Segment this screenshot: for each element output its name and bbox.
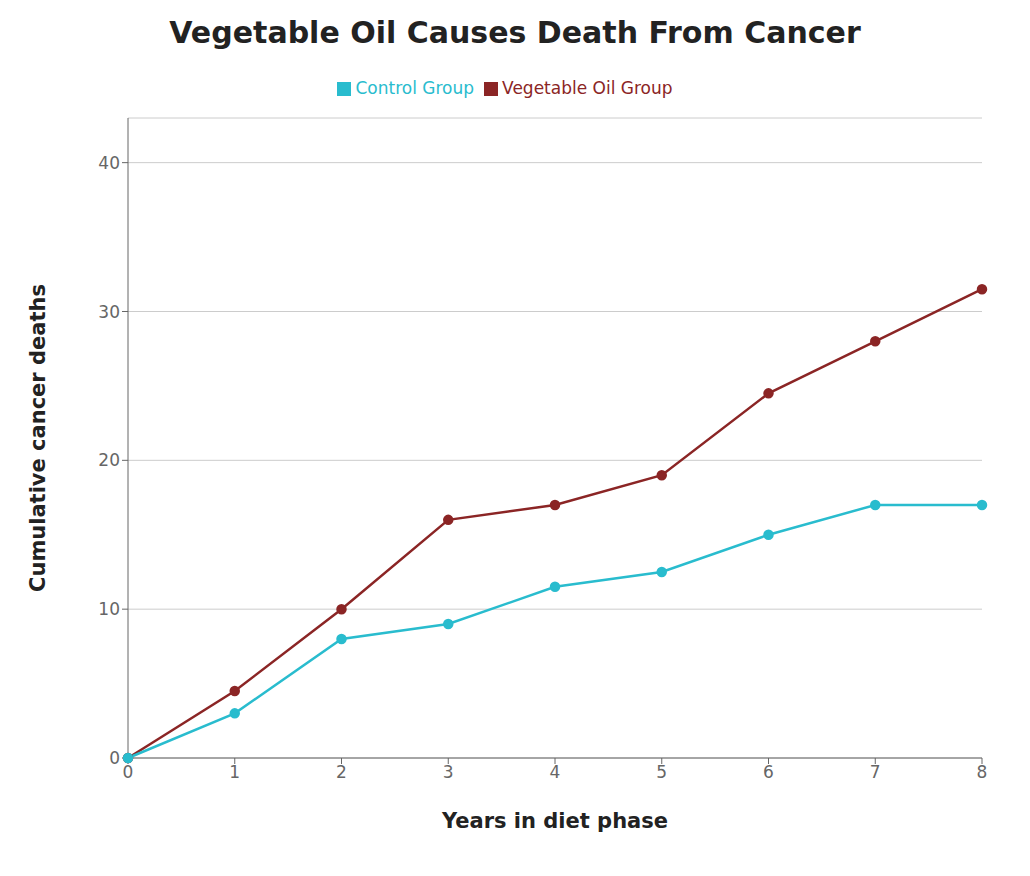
svg-text:5: 5: [656, 762, 667, 782]
svg-text:20: 20: [98, 450, 120, 470]
html-text:Vegetable Oil Group: Vegetable Oil Group: [502, 78, 673, 98]
svg-text:40: 40: [98, 153, 120, 173]
svg-text:4: 4: [550, 762, 561, 782]
svg-text:Cumulative cancer deaths: Cumulative cancer deaths: [26, 284, 50, 592]
svg-text:6: 6: [763, 762, 774, 782]
svg-text:8: 8: [977, 762, 988, 782]
svg-text:7: 7: [870, 762, 881, 782]
svg-text:30: 30: [98, 302, 120, 322]
svg-text:Years in diet phase: Years in diet phase: [441, 809, 668, 833]
html-text:Control Group: Control Group: [355, 78, 475, 98]
svg-text:10: 10: [98, 599, 120, 619]
svg-text:0: 0: [123, 762, 134, 782]
svg-text:0: 0: [109, 748, 120, 768]
svg-text:1: 1: [229, 762, 240, 782]
svg-text:3: 3: [443, 762, 454, 782]
html-text:Vegetable Oil Causes Death Fro: Vegetable Oil Causes Death From Cancer: [169, 15, 861, 50]
svg-text:2: 2: [336, 762, 347, 782]
